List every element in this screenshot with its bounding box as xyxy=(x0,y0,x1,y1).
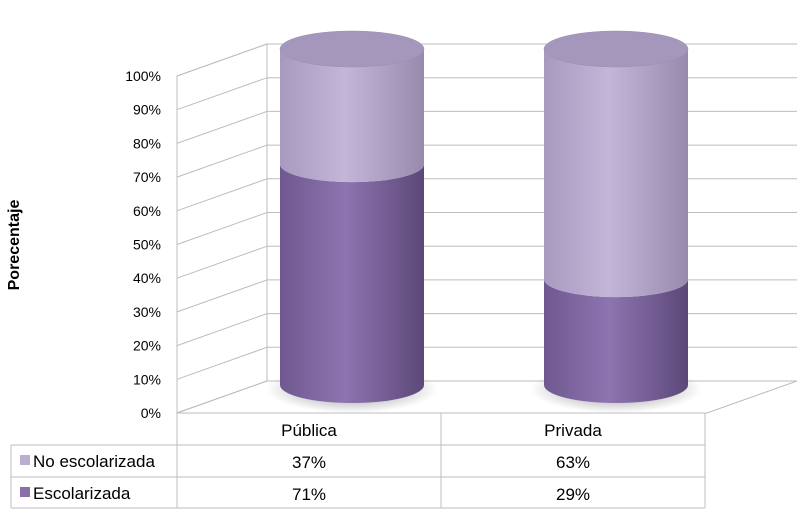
bar-segment-no-escolarizada[interactable] xyxy=(280,49,424,183)
bar-segment-no-escolarizada[interactable] xyxy=(544,49,688,298)
y-tick-label: 80% xyxy=(133,135,161,151)
x-category-label: Pública xyxy=(281,421,337,440)
y-tick-label: 10% xyxy=(133,371,161,387)
gridline xyxy=(176,178,797,212)
y-tick-label: 100% xyxy=(125,68,161,84)
y-tick-label: 70% xyxy=(133,169,161,185)
y-tick-label: 20% xyxy=(133,338,161,354)
gridline xyxy=(176,245,797,279)
gridline xyxy=(176,313,797,347)
y-tick-label: 60% xyxy=(133,203,161,219)
gridline xyxy=(176,77,797,111)
x-category-label: Privada xyxy=(544,421,602,440)
legend-label: Escolarizada xyxy=(33,484,131,503)
y-tick-label: 0% xyxy=(141,405,161,421)
legend-label: No escolarizada xyxy=(33,452,155,471)
bar-segment-escolarizada[interactable] xyxy=(280,164,424,403)
gridline xyxy=(176,43,797,77)
table-value: 29% xyxy=(556,485,590,504)
y-tick-label: 90% xyxy=(133,102,161,118)
y-axis-label: Porecentaje xyxy=(6,200,23,291)
gridline xyxy=(176,346,797,380)
gridline xyxy=(176,279,797,313)
legend-swatch xyxy=(20,487,30,497)
y-tick-label: 30% xyxy=(133,304,161,320)
gridline xyxy=(176,212,797,245)
y-tick-label: 50% xyxy=(133,237,161,253)
bar-top-cap xyxy=(543,30,689,68)
bar-segment-escolarizada[interactable] xyxy=(544,279,688,403)
table-value: 63% xyxy=(556,453,590,472)
legend-swatch xyxy=(20,455,30,465)
gridline xyxy=(176,110,797,144)
gridline xyxy=(176,144,797,178)
table-value: 71% xyxy=(292,485,326,504)
y-tick-label: 40% xyxy=(133,270,161,286)
table-value: 37% xyxy=(292,453,326,472)
bar-top-cap xyxy=(279,30,425,68)
